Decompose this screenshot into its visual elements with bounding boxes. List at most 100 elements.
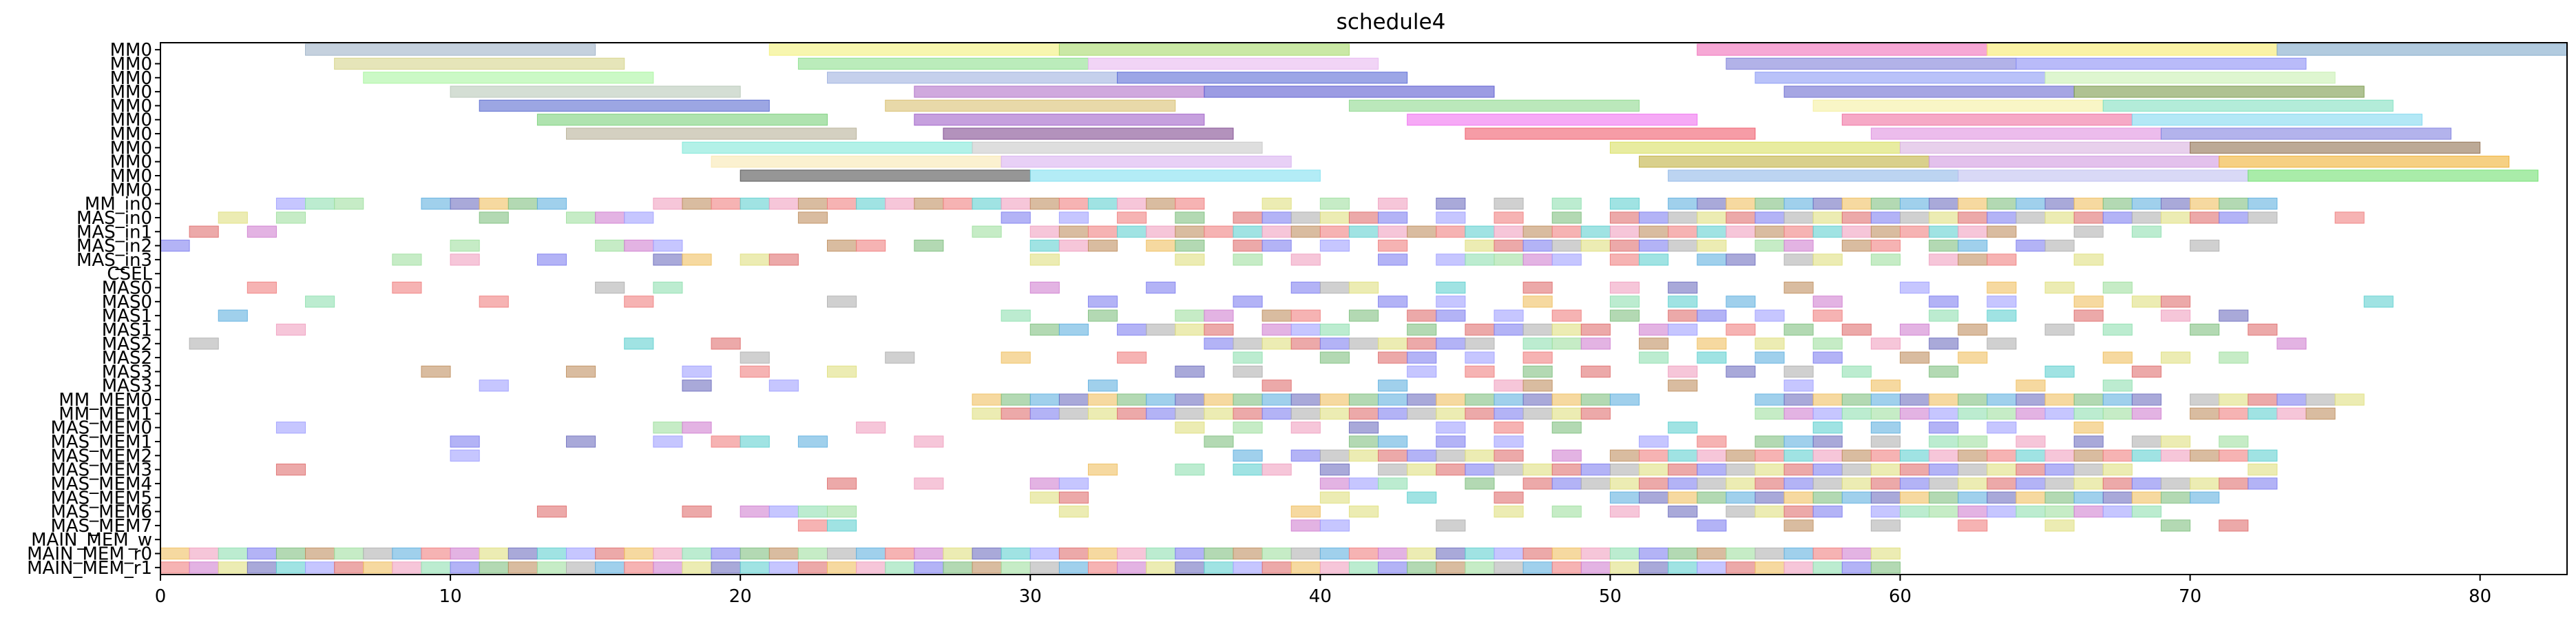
task-bar: [914, 435, 944, 448]
task-bar: [2160, 449, 2191, 462]
y-tick-label: MM0: [110, 96, 152, 116]
task-bar: [1319, 491, 1350, 504]
task-bar: [1841, 323, 1872, 336]
task-bar: [2276, 338, 2307, 350]
task-bar: [1117, 547, 1147, 560]
task-bar: [189, 225, 219, 238]
y-tick-label: MAS_MEM2: [50, 446, 152, 466]
x-tick-label: 30: [1019, 586, 1042, 607]
task-bar: [1668, 239, 1698, 252]
task-bar: [1580, 477, 1611, 490]
task-bar: [1087, 464, 1118, 476]
task-bar: [1029, 323, 1060, 336]
task-bar: [1987, 477, 2017, 490]
task-bar: [1900, 505, 1930, 518]
task-bar: [1958, 211, 1988, 224]
task-bar: [2015, 449, 2046, 462]
task-bar: [1812, 99, 2104, 112]
task-bar: [2219, 435, 2249, 448]
task-bar: [1755, 547, 1785, 560]
task-bar: [2044, 365, 2075, 378]
task-bar: [1870, 393, 1901, 406]
y-tick-label: MAS_in3: [76, 250, 152, 271]
task-bar: [2102, 407, 2133, 420]
task-bar: [1987, 309, 2017, 322]
task-bar: [1841, 211, 1872, 224]
task-bar: [1551, 198, 1582, 210]
task-bar: [1639, 225, 1669, 238]
task-bar: [1841, 464, 1872, 476]
task-bar: [653, 422, 683, 434]
task-bar: [305, 43, 596, 56]
task-bar: [1087, 380, 1118, 392]
task-bar: [2073, 393, 2104, 406]
task-bar: [856, 547, 886, 560]
task-bar: [1726, 449, 1756, 462]
task-bar: [1407, 393, 1437, 406]
task-bar: [797, 211, 828, 224]
task-bar: [1870, 464, 1901, 476]
task-bar: [2131, 365, 2161, 378]
task-bar: [2248, 323, 2278, 336]
task-bar: [1117, 225, 1147, 238]
task-bar: [1261, 547, 1292, 560]
task-bar: [189, 561, 219, 574]
task-bar: [1261, 464, 1292, 476]
task-bar: [1436, 547, 1466, 560]
task-bar: [1668, 561, 1698, 574]
task-bar: [1436, 393, 1466, 406]
task-bar: [1900, 491, 1930, 504]
task-bar: [1058, 393, 1089, 406]
task-bar: [1783, 449, 1814, 462]
task-bar: [1522, 393, 1553, 406]
task-bar: [2131, 296, 2161, 308]
task-bar: [421, 547, 451, 560]
task-bar: [2363, 296, 2394, 308]
task-bar: [2190, 141, 2481, 154]
task-bar: [1436, 309, 1466, 322]
task-bar: [1058, 225, 1089, 238]
task-bar: [2044, 505, 2075, 518]
task-bar: [1812, 547, 1843, 560]
task-bar: [1522, 407, 1553, 420]
task-bar: [1029, 239, 1060, 252]
task-bar: [2015, 407, 2046, 420]
task-bar: [1146, 281, 1176, 294]
y-tick-label: MAS_in1: [76, 222, 152, 242]
task-bar: [275, 211, 306, 224]
task-bar: [1087, 225, 1118, 238]
task-bar: [1319, 198, 1350, 210]
task-bar: [1697, 198, 1727, 210]
task-bar: [1465, 464, 1495, 476]
task-bar: [392, 281, 422, 294]
task-bar: [275, 422, 306, 434]
task-bar: [2073, 407, 2104, 420]
task-bar: [1987, 491, 2017, 504]
task-bar: [536, 505, 567, 518]
task-bar: [943, 561, 973, 574]
task-bar: [711, 435, 741, 448]
task-bar: [1001, 561, 1031, 574]
task-bar: [363, 72, 654, 84]
task-bar: [1783, 239, 1814, 252]
task-bar: [1465, 561, 1495, 574]
task-bar: [1407, 449, 1437, 462]
task-bar: [1812, 254, 1843, 266]
task-bar: [1261, 198, 1292, 210]
task-bar: [1290, 281, 1321, 294]
task-bar: [1436, 198, 1466, 210]
task-bar: [1783, 380, 1814, 392]
task-bar: [1639, 211, 1669, 224]
task-bar: [1958, 491, 1988, 504]
task-bar: [1378, 547, 1408, 560]
task-bar: [1639, 254, 1669, 266]
task-bar: [1755, 338, 1785, 350]
task-bar: [1726, 365, 1756, 378]
task-bar: [1522, 547, 1553, 560]
task-bar: [1812, 561, 1843, 574]
task-bar: [1929, 407, 1959, 420]
task-bar: [1870, 519, 1901, 532]
task-bar: [1841, 365, 1872, 378]
task-bar: [536, 547, 567, 560]
task-bar: [1319, 407, 1350, 420]
